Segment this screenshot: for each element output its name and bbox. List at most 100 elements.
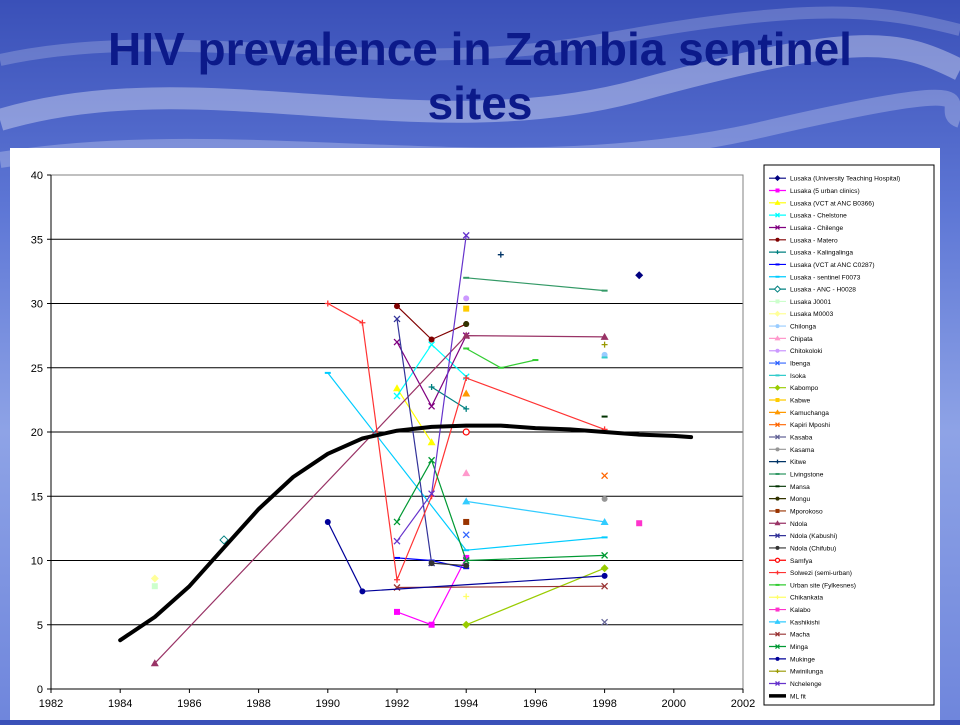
series-line-28 bbox=[154, 335, 606, 664]
data-point-12-0 bbox=[601, 351, 608, 358]
legend-label-25: Mansa bbox=[790, 484, 810, 491]
data-point-41-0 bbox=[393, 537, 401, 545]
series-28 bbox=[150, 331, 609, 667]
hiv-prevalence-chart: 0 5 10 15 20 25 30 35 40 1982 1984 1986 1988 1990 1992… bbox=[31, 164, 935, 710]
data-point-6-0 bbox=[428, 384, 435, 391]
series-2 bbox=[393, 384, 436, 446]
legend-entry-10: Lusaka J0001 bbox=[769, 299, 831, 306]
legend-entry-36: Kashikishi bbox=[769, 618, 820, 626]
y-tick-label-8: 40 bbox=[31, 170, 43, 182]
series-line-38 bbox=[396, 459, 606, 562]
series-14 bbox=[463, 295, 470, 302]
data-point-9-0 bbox=[219, 535, 229, 545]
series-29 bbox=[393, 315, 436, 567]
legend-swatch-marker-38 bbox=[775, 644, 780, 649]
series-12 bbox=[601, 351, 608, 358]
series-21 bbox=[601, 618, 609, 626]
legend-entry-20: Kapiri Mposhi bbox=[769, 422, 830, 429]
legend-label-2: Lusaka (VCT at ANC B0366) bbox=[790, 200, 874, 207]
series-27 bbox=[463, 518, 470, 525]
series-6 bbox=[428, 384, 470, 412]
series-22 bbox=[601, 495, 608, 502]
legend-label-19: Kamuchanga bbox=[790, 410, 829, 417]
data-point-39-0 bbox=[324, 518, 331, 525]
data-point-40-0 bbox=[601, 341, 608, 348]
series-10 bbox=[151, 583, 158, 590]
legend-label-36: Kashikishi bbox=[790, 619, 820, 626]
legend-box bbox=[763, 164, 935, 706]
data-point-41-1 bbox=[428, 490, 436, 498]
legend-label-35: Kalabo bbox=[790, 607, 811, 614]
legend-entry-29: Ndola (Kabushi) bbox=[769, 533, 837, 540]
y-tick-label-4: 20 bbox=[31, 427, 43, 439]
slide-title: HIV prevalence in Zambia sentinel sites bbox=[0, 22, 960, 130]
series-41 bbox=[393, 231, 470, 545]
legend-swatch-marker-2 bbox=[774, 199, 781, 205]
legend-label-42: ML fit bbox=[790, 693, 806, 700]
data-point-36-0 bbox=[462, 497, 471, 505]
legend-label-27: Mporokoso bbox=[790, 508, 823, 515]
data-point-28-2 bbox=[600, 332, 609, 340]
series-36 bbox=[462, 497, 609, 525]
data-point-6-1 bbox=[463, 405, 470, 412]
legend-label-10: Lusaka J0001 bbox=[790, 299, 831, 306]
legend-swatch-marker-28 bbox=[774, 520, 781, 526]
legend-entry-33: Urban site (Fylkesnes) bbox=[769, 582, 856, 589]
series-42 bbox=[118, 423, 694, 643]
data-point-36-1 bbox=[600, 517, 609, 525]
data-point-1-0 bbox=[394, 608, 400, 615]
legend-swatch-marker-32 bbox=[775, 570, 780, 575]
x-tick-label-8: 1998 bbox=[592, 698, 616, 710]
legend-swatch-marker-13 bbox=[774, 335, 781, 341]
legend-label-6: Lusaka - Kalingalinga bbox=[790, 250, 853, 257]
legend-label-22: Kasama bbox=[790, 447, 815, 454]
slide-title-line1: HIV prevalence in Zambia sentinel bbox=[108, 23, 852, 75]
legend-entry-35: Kalabo bbox=[769, 607, 811, 614]
legend-label-29: Ndola (Kabushi) bbox=[790, 533, 837, 540]
data-point-22-0 bbox=[601, 495, 608, 502]
legend-entry-40: Mwinilunga bbox=[769, 669, 823, 676]
legend-swatch-marker-20 bbox=[775, 422, 780, 428]
series-line-29 bbox=[396, 318, 433, 564]
legend-entry-14: Chitokoloki bbox=[769, 348, 823, 355]
legend-label-38: Minga bbox=[790, 644, 808, 651]
data-point-26-0 bbox=[463, 321, 470, 328]
slide-title-line2: sites bbox=[427, 77, 533, 129]
legend-entry-32: Solwezi (semi-urban) bbox=[769, 570, 852, 577]
data-point-13-0 bbox=[462, 469, 471, 477]
legend-entry-28: Ndola bbox=[769, 520, 808, 528]
x-tick-label-9: 2000 bbox=[662, 698, 686, 710]
legend-swatch-marker-12 bbox=[775, 324, 780, 329]
series-1 bbox=[394, 554, 470, 628]
data-point-21-0 bbox=[601, 618, 609, 626]
legend-entry-25: Mansa bbox=[769, 484, 810, 491]
legend-entry-16: Isoka bbox=[769, 373, 806, 380]
legend-entry-26: Mongu bbox=[769, 496, 810, 503]
legend-swatch-marker-10 bbox=[775, 299, 780, 304]
data-point-4-1 bbox=[428, 402, 436, 410]
legend-swatch-marker-40 bbox=[775, 669, 780, 674]
data-point-5-1 bbox=[428, 336, 435, 343]
legend-label-15: Ibenga bbox=[790, 361, 811, 368]
legend-label-28: Ndola bbox=[790, 521, 808, 528]
series-20 bbox=[601, 472, 609, 480]
legend-label-30: Ndola (Chifubu) bbox=[790, 545, 836, 552]
data-point-23-0 bbox=[497, 251, 504, 258]
data-point-1-1 bbox=[428, 621, 435, 628]
series-line-36 bbox=[465, 500, 606, 523]
y-tick-label-2: 10 bbox=[31, 556, 43, 568]
data-point-5-0 bbox=[394, 303, 400, 310]
legend-label-11: Lusaka M0003 bbox=[790, 311, 834, 318]
x-tick-label-0: 1982 bbox=[39, 698, 63, 710]
series-11 bbox=[150, 574, 159, 583]
legend-entry-37: Macha bbox=[769, 632, 810, 639]
data-point-41-2 bbox=[462, 231, 470, 239]
series-32 bbox=[324, 300, 608, 583]
y-tick-label-5: 25 bbox=[31, 363, 43, 375]
legend-entry-39: Mukinge bbox=[769, 656, 815, 663]
data-point-30-1 bbox=[463, 562, 470, 569]
legend-label-20: Kapiri Mposhi bbox=[790, 422, 830, 429]
legend-label-1: Lusaka (5 urban clinics) bbox=[790, 188, 860, 195]
series-line-32 bbox=[327, 302, 606, 581]
series-line-30 bbox=[431, 562, 467, 567]
